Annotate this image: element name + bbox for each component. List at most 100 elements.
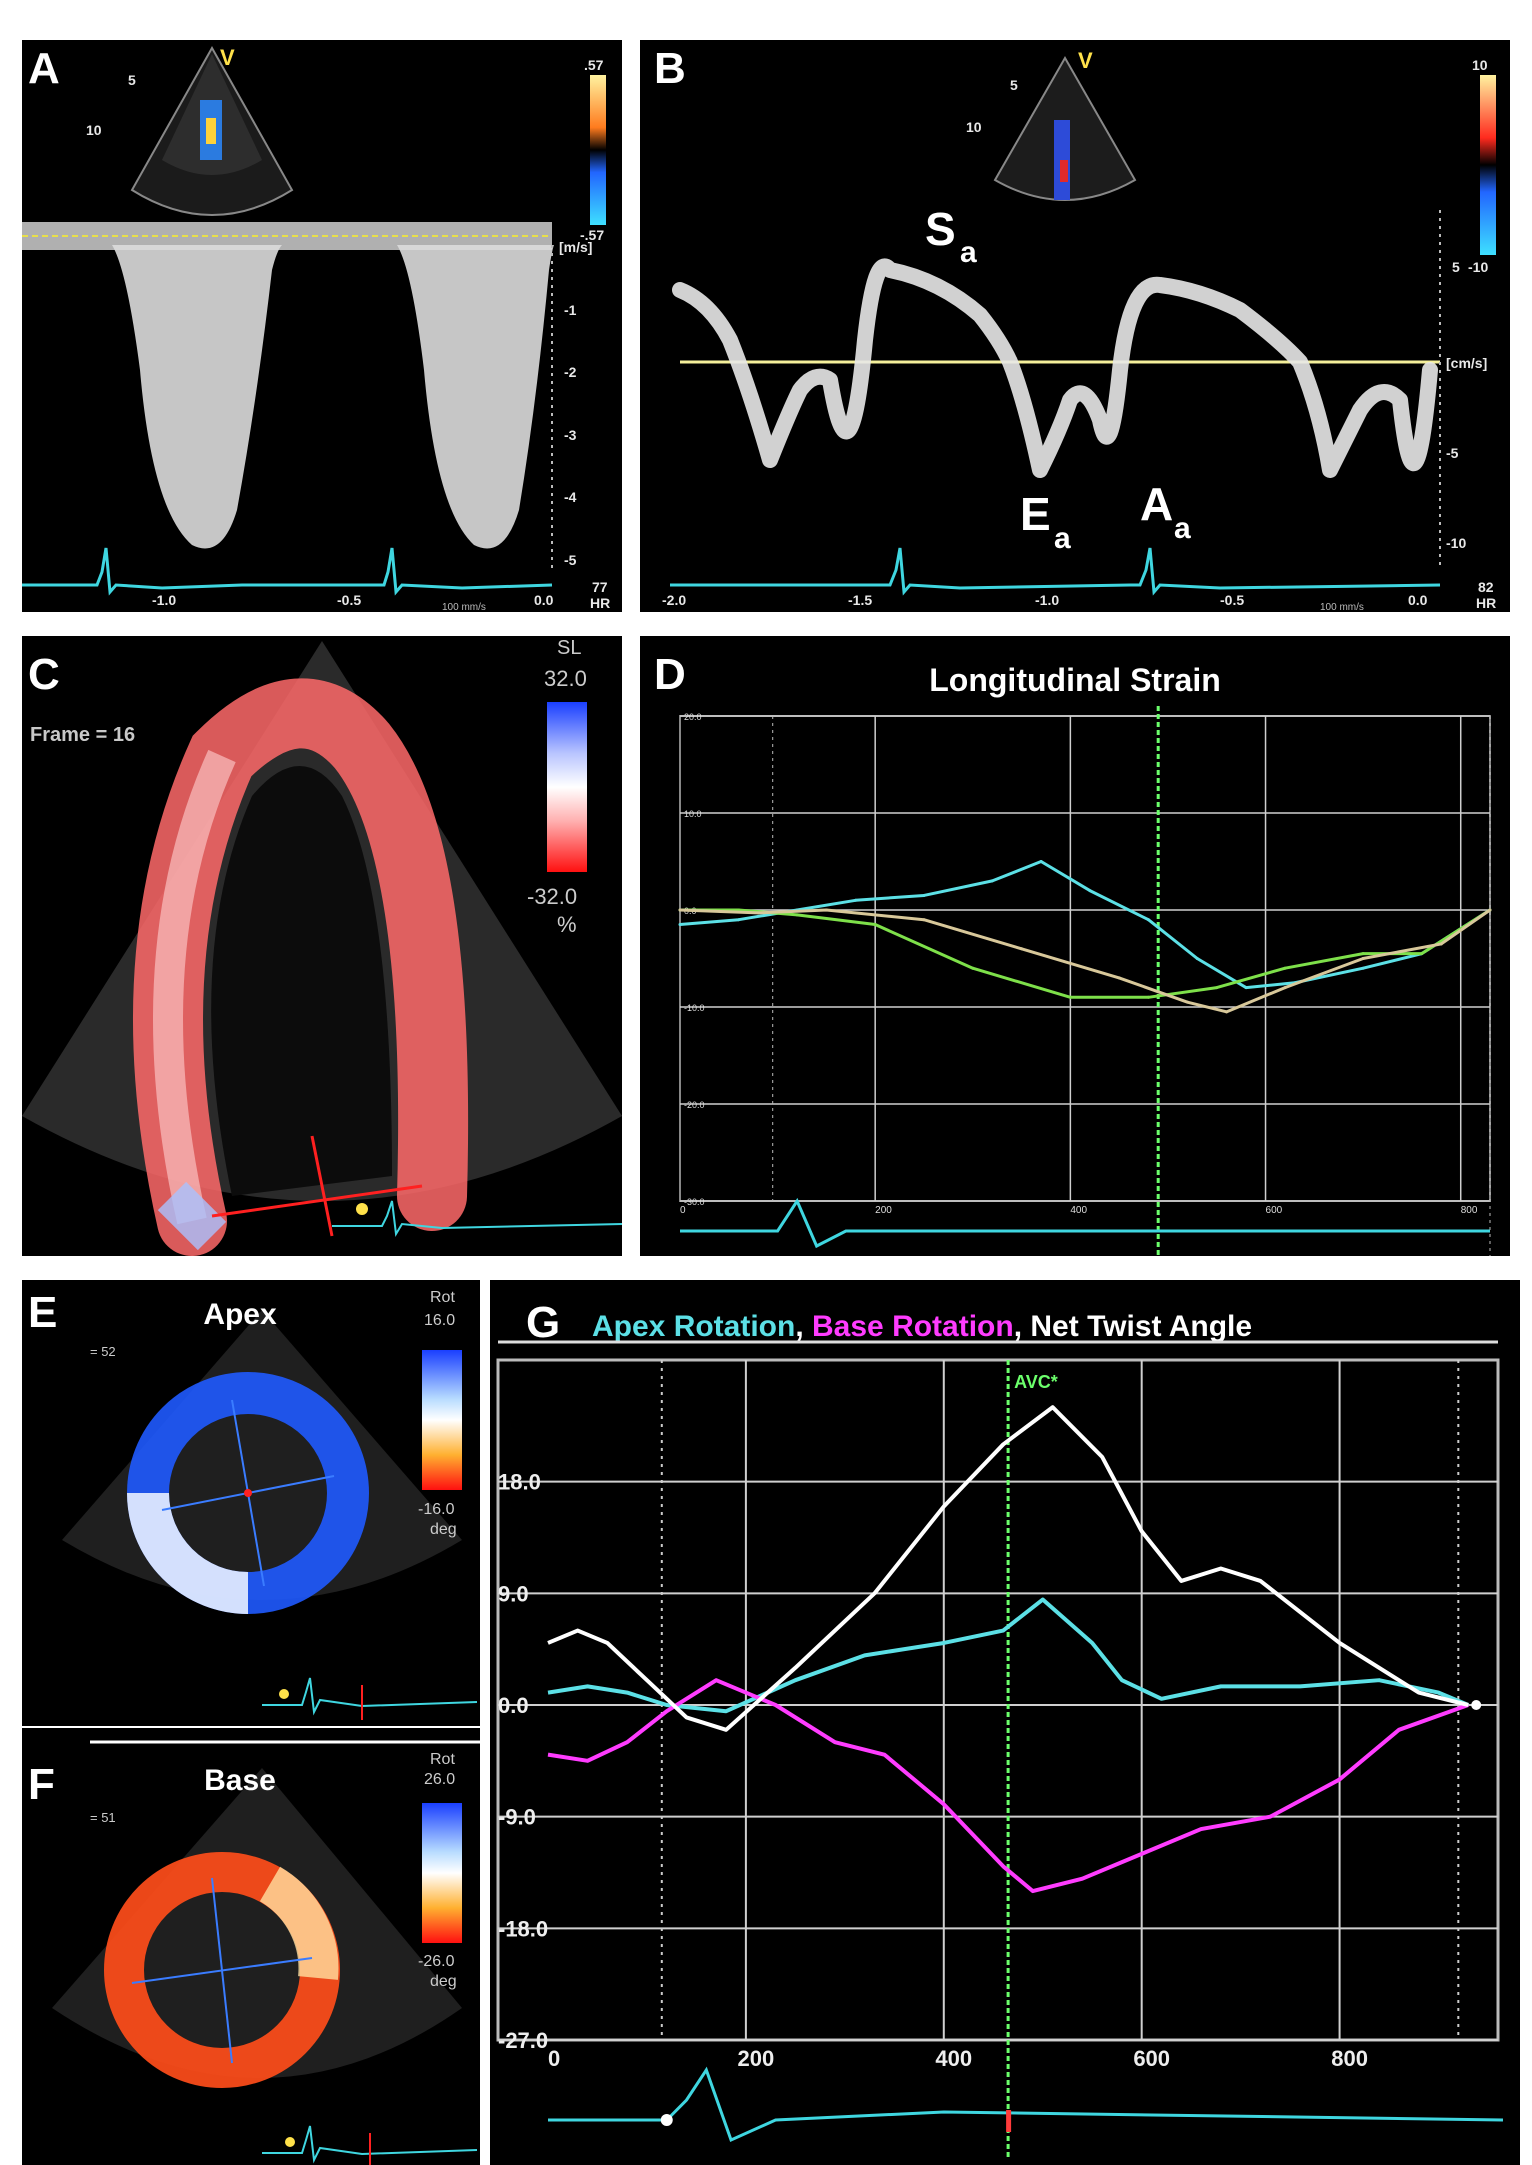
panel-d-ytick: 20.0 bbox=[684, 712, 702, 722]
panel-g-xtick: 800 bbox=[1331, 2046, 1368, 2071]
panel-d-series-point bbox=[756, 911, 760, 915]
panel-a-probe-marker: V bbox=[220, 45, 235, 70]
panel-d-series-point bbox=[1244, 986, 1248, 990]
panel-g-ecg bbox=[548, 2066, 1504, 2143]
panel-a-xtick-2: -0.5 bbox=[337, 592, 361, 608]
panel-b-depth-5: 5 bbox=[1010, 77, 1018, 93]
panel-g-xtick: 0 bbox=[548, 2046, 560, 2071]
panel-g-end-point bbox=[1471, 1700, 1482, 1710]
panel-d-series-point bbox=[1361, 966, 1365, 970]
panel-g-series-line bbox=[547, 1597, 1469, 1714]
panel-d-series-point bbox=[971, 966, 975, 970]
panel-d-series-point bbox=[1117, 976, 1121, 980]
panel-e-colorbar-unit: deg bbox=[430, 1521, 457, 1538]
panel-c-marker-red-2 bbox=[310, 1135, 334, 1237]
panel-c-colorbar-unit: % bbox=[557, 912, 577, 937]
panel-d-xtick: 0 bbox=[680, 1205, 686, 1216]
panel-c-cavity bbox=[211, 766, 392, 1196]
panel-a-sweep: 100 mm/s bbox=[442, 602, 486, 612]
panel-d-series-point bbox=[1215, 986, 1219, 990]
panel-d-xtick: 800 bbox=[1461, 1205, 1478, 1216]
panel-g-ytick: -18.0 bbox=[498, 1916, 548, 1941]
panel-g-ytick: 0.0 bbox=[498, 1693, 529, 1718]
panel-g: Apex Rotation, Base Rotation, Net Twist … bbox=[490, 1280, 1520, 2165]
panel-d-xtick: 200 bbox=[875, 1205, 892, 1216]
panel-b-colorbar-top: 10 bbox=[1472, 57, 1488, 73]
panel-d-series-point bbox=[854, 898, 858, 902]
panel-f-label: F bbox=[28, 1760, 55, 1809]
panel-d-series-point bbox=[1088, 889, 1092, 893]
panel-e-label: E bbox=[28, 1288, 58, 1337]
panel-g-title-apex: Apex Rotation bbox=[592, 1310, 795, 1343]
panel-e: Rot 16.0 -16.0 deg Apex = 52 E bbox=[22, 1280, 480, 1726]
panel-b-ytick-5: 5 bbox=[1452, 259, 1460, 275]
panel-b-wave-a-sub: a bbox=[1174, 512, 1191, 545]
panel-d-series-point bbox=[990, 879, 994, 883]
panel-d-series-point bbox=[1185, 1000, 1189, 1004]
panel-f-frame: = 51 bbox=[90, 1810, 116, 1825]
panel-f-colorbar bbox=[422, 1803, 462, 1943]
panel-b-wave-e: E bbox=[1020, 488, 1051, 540]
panel-f-colorbar-bottom: -26.0 bbox=[418, 1953, 455, 1970]
panel-a-spectral-1 bbox=[112, 245, 282, 549]
panel-a-spectral-2 bbox=[397, 245, 554, 549]
panel-b-depth-10: 10 bbox=[966, 119, 982, 135]
panel-e-sector bbox=[62, 1310, 462, 1600]
panel-a-ytick-3: -3 bbox=[564, 427, 577, 443]
panel-d-title: Longitudinal Strain bbox=[929, 662, 1221, 698]
panel-d-series-point bbox=[795, 913, 799, 917]
panel-a-unit: [m/s] bbox=[559, 239, 592, 255]
panel-b-xtick-2: -1.5 bbox=[848, 592, 872, 608]
panel-c: SL 32.0 -32.0 % Frame = 16 C bbox=[22, 636, 622, 1256]
panel-g-title-sep: , bbox=[795, 1310, 812, 1343]
panel-a-xtick-1: -1.0 bbox=[152, 592, 176, 608]
panel-b-ytick-neg5: -5 bbox=[1446, 445, 1459, 461]
panel-d-chart: Longitudinal Strain 20.010.00.0-10.0-20.… bbox=[678, 662, 1492, 1256]
panel-d-xtick: 600 bbox=[1266, 1205, 1283, 1216]
panel-c-base-blue bbox=[157, 1181, 227, 1251]
panel-a-hr-label: HR bbox=[590, 595, 610, 611]
panel-d-series-point bbox=[873, 923, 877, 927]
panel-d-series-point bbox=[1361, 952, 1365, 956]
panel-d-series-point bbox=[1420, 952, 1424, 956]
panel-b-wave-a: A bbox=[1140, 478, 1173, 530]
panel-d-series-point bbox=[678, 923, 682, 927]
panel-e-colorbar-top: 16.0 bbox=[424, 1312, 455, 1329]
panel-d-series-point bbox=[1020, 947, 1024, 951]
panel-f-axis-2 bbox=[211, 1877, 233, 2064]
panel-d-series-point bbox=[1146, 995, 1150, 999]
panel-d-series-point bbox=[1039, 860, 1043, 863]
panel-g-series-line bbox=[547, 1405, 1469, 1732]
panel-f-colorbar-top: 26.0 bbox=[424, 1771, 455, 1788]
panel-b-ytick-neg10: -10 bbox=[1446, 535, 1466, 551]
panel-b-svg: V 5 10 10 -10 5 [cm/s] -5 -10 S a E a A bbox=[662, 48, 1496, 612]
panel-g-ytick: 18.0 bbox=[498, 1470, 541, 1495]
panel-c-label: C bbox=[28, 650, 60, 699]
panel-g-ytick: 9.0 bbox=[498, 1581, 529, 1606]
panel-a-colorbar bbox=[590, 75, 606, 225]
panel-d-series-point bbox=[1225, 1010, 1229, 1014]
panel-b-ecg bbox=[670, 547, 1441, 596]
panel-f-sector bbox=[52, 1768, 462, 2078]
panel-e-frame: = 52 bbox=[90, 1344, 116, 1359]
panel-c-colorbar-title: SL bbox=[557, 637, 581, 659]
panel-e-title: Apex bbox=[203, 1298, 277, 1331]
panel-c-marker-red bbox=[211, 1184, 423, 1218]
panel-c-colorbar-top: 32.0 bbox=[544, 666, 587, 691]
panel-f-title: Base bbox=[204, 1764, 276, 1797]
panel-a-svg: .57 -.57 V 5 10 [m/s] -1 -2 -3 -4 -5 -1.… bbox=[22, 45, 610, 612]
panel-d-series-point bbox=[678, 908, 682, 912]
panel-g-avc-label: AVC* bbox=[1014, 1372, 1058, 1392]
panel-e-center bbox=[244, 1489, 252, 1497]
panel-b-hr-label: HR bbox=[1476, 595, 1496, 611]
panel-g-title-base: Base Rotation bbox=[812, 1310, 1014, 1343]
panel-a-label: A bbox=[28, 44, 60, 93]
panel-d: Longitudinal Strain 20.0 10.0 0.0 -10.0 -20.… bbox=[640, 636, 1510, 1256]
panel-d-series-point bbox=[1361, 957, 1365, 960]
panel-a-depth-5: 5 bbox=[128, 72, 136, 88]
panel-d-series-point bbox=[824, 908, 828, 912]
panel-f-ecg bbox=[262, 2125, 478, 2164]
panel-d-label: D bbox=[654, 650, 686, 699]
panel-a-colorbar-bottom: -.57 bbox=[580, 227, 604, 243]
panel-a-ytick-1: -1 bbox=[564, 302, 577, 318]
